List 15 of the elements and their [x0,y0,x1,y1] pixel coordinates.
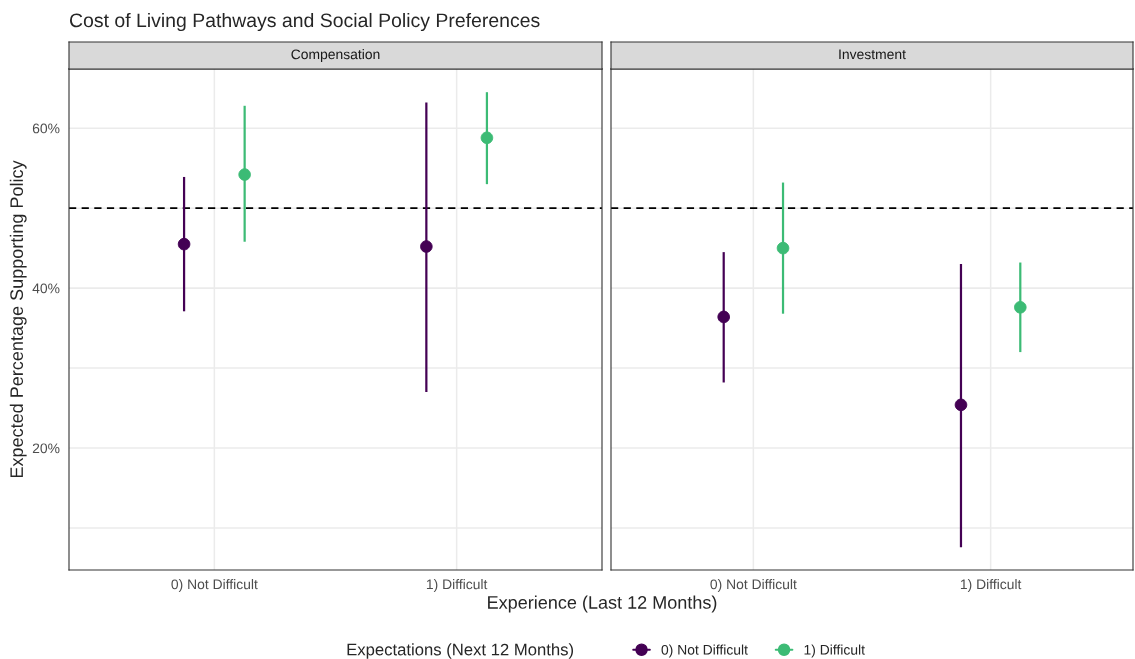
y-tick-label: 60% [32,123,60,134]
y-axis-title: Expected Percentage Supporting Policy [9,160,27,478]
x-tick-label: 1) Difficult [426,579,488,592]
legend-title: Expectations (Next 12 Months) [347,643,574,659]
y-tick-label: 20% [32,443,60,454]
x-tick-label: 1) Difficult [960,579,1022,592]
x-axis-title: Experience (Last 12 Months) [488,595,717,613]
x-tick-label: 0) Not Difficult [171,579,258,592]
x-tick-label: 0) Not Difficult [710,579,797,592]
chart-subtitle: Compensation [291,49,380,62]
legend-label: 0) Not Difficult [661,644,748,658]
chart-title: Cost of Living Pathways and Social Policy Preferences [69,12,540,32]
legend-label: 1) Difficult [804,644,865,658]
chart-subtitle: Investment [839,49,906,60]
y-tick-label: 40% [32,283,60,294]
